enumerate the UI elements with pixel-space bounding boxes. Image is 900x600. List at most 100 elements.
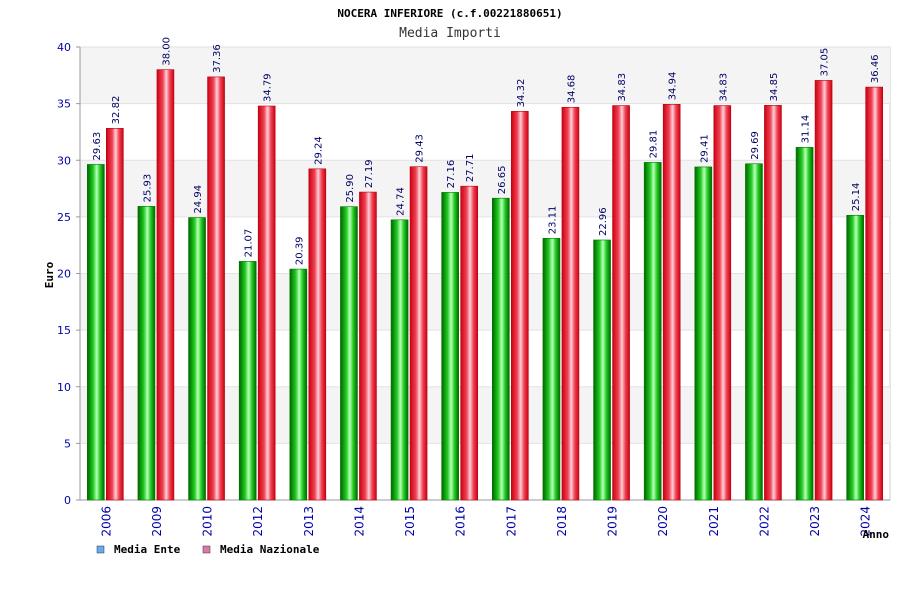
x-tick-label-2024: 2024	[859, 506, 873, 537]
value-label-media-ente-2021: 29.41	[699, 134, 710, 163]
value-label-media-nazionale-2017: 34.32	[516, 79, 527, 108]
x-tick-label-2021: 2021	[707, 506, 721, 537]
value-label-media-ente-2018: 23.11	[547, 206, 558, 235]
value-labels: 29.63 32.82 25.93 38.00 24.94 37.36 21.07 34.79…	[92, 37, 881, 265]
bar-media-ente-2006	[87, 164, 105, 501]
bar-media-nazionale-2021	[713, 105, 732, 501]
x-tick-label-2006: 2006	[99, 506, 113, 537]
value-label-media-ente-2020: 29.81	[649, 130, 660, 159]
value-label-media-ente-2015: 24.74	[396, 187, 407, 216]
x-axis-ticks: 2006 2009 2010 2012 2013 2014 2015 2016 2017 2018…	[99, 506, 872, 537]
legend-label-media-nazionale: Media Nazionale	[220, 543, 320, 556]
bar-media-nazionale-2022	[764, 105, 782, 501]
x-tick-label-2023: 2023	[808, 506, 822, 537]
y-axis-label: Euro	[43, 261, 56, 288]
bar-media-nazionale-2024	[865, 86, 883, 501]
bar-media-ente-2019	[593, 239, 611, 501]
y-tick-label: 15	[57, 324, 71, 337]
x-tick-label-2013: 2013	[302, 506, 316, 537]
value-label-media-ente-2013: 20.39	[294, 236, 305, 265]
x-tick-label-2018: 2018	[555, 506, 569, 537]
bar-media-ente-2009	[137, 206, 156, 501]
x-axis-label: Anno	[863, 528, 890, 541]
bar-media-ente-2024	[846, 214, 864, 501]
bar-media-nazionale-2017	[511, 111, 529, 501]
bar-media-nazionale-2020	[662, 104, 681, 501]
value-label-media-nazionale-2016: 27.71	[465, 154, 476, 183]
value-label-media-nazionale-2006: 32.82	[111, 96, 122, 125]
y-tick-label: 30	[57, 154, 71, 167]
bar-media-nazionale-2006	[106, 128, 124, 501]
y-tick-label: 20	[57, 268, 71, 281]
value-label-media-ente-2016: 27.16	[446, 160, 457, 189]
x-tick-label-2010: 2010	[201, 506, 215, 537]
bar-media-nazionale-2012	[257, 105, 276, 501]
value-label-media-nazionale-2018: 34.68	[566, 75, 577, 104]
bar-media-nazionale-2018	[561, 106, 580, 501]
value-label-media-nazionale-2015: 29.43	[415, 134, 426, 163]
value-label-media-nazionale-2024: 36.46	[870, 54, 881, 83]
value-label-media-ente-2022: 29.69	[750, 131, 761, 160]
x-tick-label-2012: 2012	[251, 506, 265, 537]
value-label-media-nazionale-2020: 34.94	[668, 72, 679, 101]
bar-media-ente-2015	[390, 219, 409, 501]
y-tick-label: 5	[64, 437, 71, 450]
value-label-media-ente-2014: 25.90	[345, 174, 356, 203]
y-tick-label: 25	[57, 211, 71, 224]
y-tick-label: 0	[64, 494, 71, 507]
x-tick-label-2009: 2009	[150, 506, 164, 537]
value-label-media-nazionale-2014: 27.19	[364, 159, 375, 188]
legend: Media Ente Media Nazionale	[96, 543, 320, 556]
chart-title: NOCERA INFERIORE (c.f.00221880651)	[337, 7, 562, 20]
chart-subtitle: Media Importi	[399, 26, 501, 41]
value-label-media-ente-2006: 29.63	[92, 132, 103, 161]
y-tick-label: 35	[57, 98, 71, 111]
bar-media-ente-2018	[542, 237, 561, 501]
legend-swatch-media-nazionale	[202, 545, 211, 554]
bar-media-nazionale-2023	[814, 80, 833, 501]
bar-media-nazionale-2015	[409, 166, 428, 501]
value-label-media-nazionale-2021: 34.83	[718, 73, 729, 102]
y-tick-label: 40	[57, 41, 71, 54]
value-label-media-nazionale-2012: 34.79	[263, 73, 274, 102]
x-tick-label-2015: 2015	[403, 506, 417, 537]
x-tick-label-2022: 2022	[757, 506, 771, 537]
legend-swatch-media-ente	[96, 545, 105, 554]
bar-media-nazionale-2009	[156, 69, 175, 501]
legend-label-media-ente: Media Ente	[114, 543, 181, 556]
value-label-media-ente-2012: 21.07	[244, 229, 255, 258]
value-label-media-nazionale-2009: 38.00	[161, 37, 172, 66]
value-label-media-nazionale-2022: 34.85	[769, 73, 780, 102]
bar-media-ente-2016	[441, 192, 459, 501]
x-tick-label-2020: 2020	[656, 506, 670, 537]
value-label-media-ente-2024: 25.14	[851, 183, 862, 212]
bar-media-ente-2021	[694, 166, 713, 501]
bar-media-ente-2022	[745, 163, 763, 501]
value-label-media-ente-2023: 31.14	[801, 115, 812, 144]
value-label-media-ente-2010: 24.94	[193, 185, 204, 214]
x-tick-label-2016: 2016	[454, 506, 468, 537]
value-label-media-ente-2009: 25.93	[142, 174, 153, 203]
bar-media-ente-2012	[238, 261, 257, 501]
bars	[87, 69, 883, 501]
bar-media-nazionale-2013	[308, 168, 327, 501]
value-label-media-ente-2019: 22.96	[598, 207, 609, 236]
bar-media-ente-2014	[340, 206, 358, 501]
y-tick-label: 10	[57, 381, 71, 394]
bar-media-ente-2017	[492, 197, 510, 501]
bar-media-ente-2023	[795, 147, 814, 501]
bar-media-nazionale-2016	[460, 185, 478, 501]
value-label-media-ente-2017: 26.65	[497, 166, 508, 195]
bar-media-ente-2010	[188, 217, 206, 501]
bar-media-nazionale-2019	[612, 105, 630, 501]
value-label-media-nazionale-2019: 34.83	[617, 73, 628, 102]
bar-media-ente-2020	[643, 162, 662, 501]
bar-media-ente-2013	[289, 268, 308, 501]
bar-media-nazionale-2010	[207, 76, 225, 501]
x-tick-label-2017: 2017	[504, 506, 518, 537]
x-tick-label-2019: 2019	[606, 506, 620, 537]
value-label-media-nazionale-2010: 37.36	[212, 44, 223, 73]
x-tick-label-2014: 2014	[352, 506, 366, 537]
value-label-media-nazionale-2023: 37.05	[820, 48, 831, 77]
